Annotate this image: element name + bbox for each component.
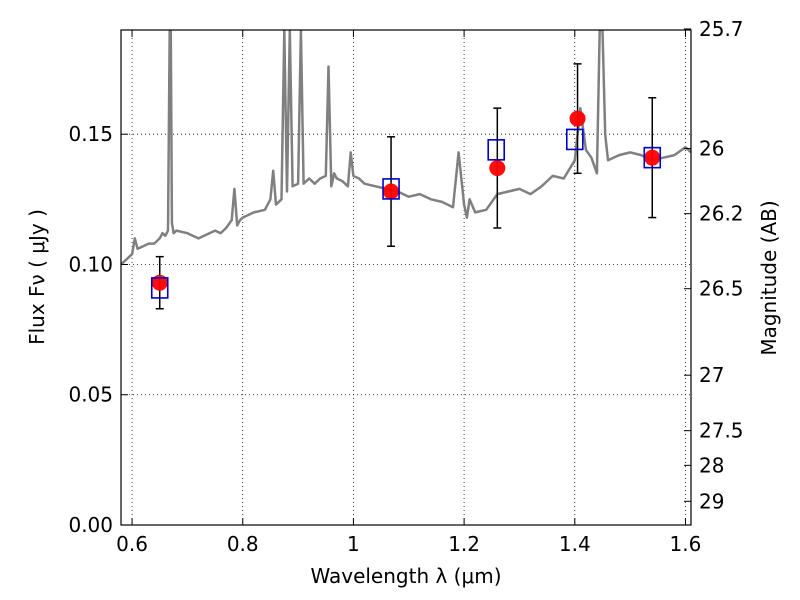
x-tick-label: 1.4	[559, 532, 591, 556]
y2-tick-label: 29	[699, 489, 724, 513]
model-photometry-point	[150, 277, 169, 299]
model-photometry-point	[565, 128, 584, 151]
x-tick-label: 0.8	[227, 532, 259, 556]
observed-point	[383, 183, 400, 200]
observed-point	[151, 274, 168, 291]
axis-ticks	[121, 28, 691, 526]
y2-tick-label: 27	[699, 363, 724, 387]
observed-point	[489, 160, 506, 177]
y-tick-label: 0.15	[68, 122, 113, 146]
y2-tick-label: 27.5	[699, 419, 744, 443]
grid-lines	[121, 30, 691, 525]
x-tick-label: 1.2	[448, 532, 480, 556]
y-tick-label: 0.05	[68, 383, 113, 407]
model-photometry-point	[487, 139, 506, 161]
y2-tick-label: 28	[699, 453, 724, 477]
plot-frame	[120, 29, 692, 526]
y2-tick-label: 26	[699, 137, 724, 161]
x-tick-label: 1	[347, 532, 360, 556]
y2-tick-label: 26.2	[699, 202, 744, 226]
y2-axis-label: Magnitude (AB)	[757, 200, 781, 355]
y2-tick-label: 25.7	[699, 17, 744, 41]
x-axis-label: Wavelength λ (μm)	[310, 564, 501, 588]
x-tick-label: 0.6	[116, 532, 148, 556]
x-tick-label: 1.6	[670, 532, 702, 556]
observed-point	[569, 110, 586, 127]
y2-tick-label: 26.5	[699, 277, 744, 301]
tick-labels: 0.6 0.8 1 1.2 1.4 1.6 0.00 0.05 0.10 0.15 25.7 26 26…	[68, 17, 743, 556]
model-photometry-point	[643, 146, 662, 169]
y-tick-label: 0.10	[68, 252, 113, 276]
y-tick-label: 0.00	[68, 513, 113, 537]
model-photometry-point	[382, 178, 400, 200]
observed-point	[644, 149, 661, 166]
y-axis-label: Flux Fν ( μJy )	[25, 209, 49, 345]
points-layer	[150, 63, 662, 310]
